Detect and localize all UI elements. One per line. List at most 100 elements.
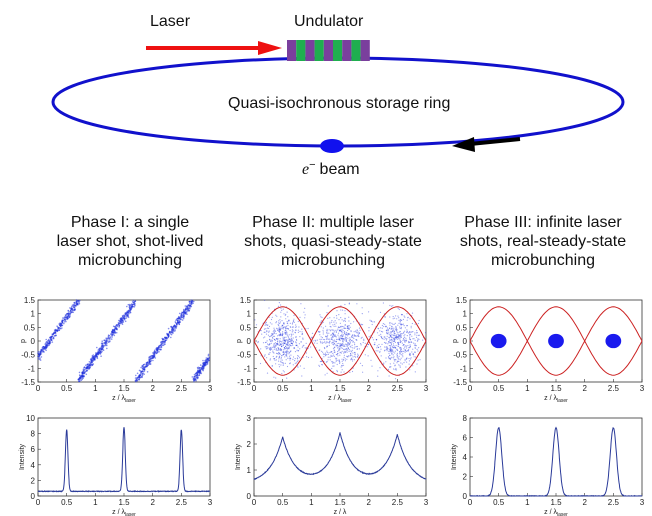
scatter-point: [287, 328, 289, 330]
scatter-point: [193, 300, 195, 303]
scatter-point: [273, 332, 275, 334]
x-tick-label: 0: [468, 384, 473, 393]
scatter-point: [115, 331, 118, 334]
scatter-point: [96, 346, 98, 349]
scatter-point: [262, 342, 265, 344]
scatter-point: [394, 347, 397, 349]
scatter-point: [298, 355, 300, 357]
scatter-point: [328, 332, 330, 334]
scatter-point: [292, 337, 294, 339]
scatter-point: [390, 331, 392, 333]
scatter-point: [268, 353, 270, 355]
scatter-point: [287, 341, 289, 344]
scatter-point: [88, 361, 91, 363]
scatter-point: [278, 328, 280, 330]
scatter-point: [339, 346, 341, 348]
scatter-point: [279, 332, 281, 334]
scatter-point: [339, 351, 341, 353]
scatter-point: [196, 373, 199, 376]
scatter-point: [340, 305, 342, 307]
scatter-point: [390, 341, 392, 344]
scatter-point: [345, 340, 347, 342]
scatter-point: [410, 325, 412, 327]
scatter-point: [337, 353, 339, 355]
scatter-point: [322, 338, 324, 341]
scatter-point: [389, 350, 391, 352]
scatter-point: [342, 338, 344, 340]
x-tick-label: 1.5: [334, 384, 346, 393]
scatter-point: [402, 339, 404, 341]
scatter-point: [52, 337, 54, 339]
scatter-point: [338, 348, 340, 350]
scatter-point: [328, 344, 330, 346]
scatter-point: [278, 348, 280, 351]
scatter-point: [352, 336, 354, 339]
scatter-point: [279, 328, 281, 330]
scatter-point: [403, 350, 405, 352]
scatter-point: [341, 360, 343, 362]
scatter-point: [266, 347, 268, 350]
scatter-point: [207, 358, 209, 360]
scatter-point: [330, 337, 332, 339]
scatter-point: [323, 347, 326, 349]
scatter-point: [397, 332, 399, 334]
scatter-point: [369, 319, 371, 321]
scatter-point: [270, 346, 272, 348]
scatter-point: [282, 354, 284, 356]
scatter-point: [404, 341, 406, 343]
scatter-point: [324, 339, 326, 341]
scatter-point: [127, 303, 130, 306]
scatter-point: [397, 358, 399, 360]
x-tick-label: 0: [36, 498, 41, 507]
scatter-point: [284, 342, 286, 345]
scatter-point: [404, 316, 406, 318]
scatter-point: [362, 371, 364, 373]
scatter-point: [334, 357, 337, 359]
scatter-point: [398, 358, 400, 360]
scatter-point: [391, 350, 393, 352]
scatter-point: [409, 337, 411, 339]
scatter-point: [328, 329, 330, 331]
scatter-point: [140, 366, 142, 369]
scatter-point: [127, 315, 129, 317]
scatter-point: [311, 356, 313, 358]
scatter-point: [178, 316, 181, 319]
x-tick-label: 0.5: [61, 498, 73, 507]
scatter-point: [406, 313, 408, 315]
scatter-point: [329, 359, 331, 361]
scatter-point: [351, 354, 353, 356]
scatter-point: [291, 329, 293, 331]
scatter-point: [83, 366, 86, 368]
scatter-point: [280, 361, 282, 363]
scatter-point: [277, 305, 280, 307]
scatter-point: [305, 328, 307, 330]
scatter-point: [108, 341, 110, 343]
scatter-point: [40, 356, 43, 358]
scatter-point: [409, 354, 411, 357]
scatter-point: [360, 323, 362, 325]
scatter-point: [277, 343, 279, 345]
scatter-point: [164, 343, 166, 345]
scatter-point: [345, 334, 347, 336]
scatter-point: [277, 344, 279, 346]
scatter-point: [345, 334, 347, 336]
scatter-point: [285, 345, 287, 347]
scatter-point: [290, 350, 292, 352]
scatter-point: [349, 342, 351, 344]
scatter-point: [344, 330, 346, 333]
scatter-point: [393, 333, 395, 335]
scatter-point: [327, 317, 329, 319]
scatter-point: [129, 311, 131, 314]
scatter-point: [387, 333, 389, 335]
scatter-point: [273, 327, 275, 329]
scatter-point: [392, 316, 394, 318]
scatter-point: [182, 315, 185, 318]
scatter-point: [78, 374, 81, 376]
scatter-point: [385, 342, 387, 344]
scatter-point: [352, 360, 354, 362]
scatter-point: [384, 346, 386, 348]
scatter-point: [362, 341, 364, 344]
scatter-point: [194, 378, 196, 380]
scatter-point: [286, 334, 288, 336]
